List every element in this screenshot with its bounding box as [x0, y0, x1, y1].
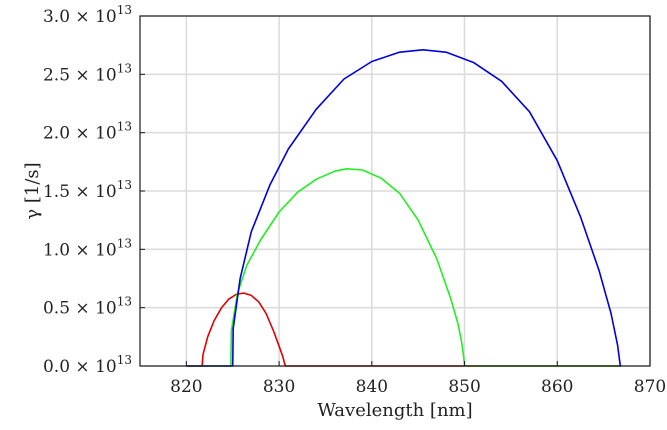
series-line-1 — [186, 292, 621, 367]
series-line-2 — [186, 168, 621, 367]
x-ticks: 820 830 840 850 860 870 — [170, 361, 666, 397]
x-tick-label: 830 — [263, 377, 295, 397]
x-tick-label: 840 — [356, 377, 388, 397]
y-ticks: 0.0 × 1013 0.5 × 1013 1.0 × 1013 1.5 × 1013… — [43, 3, 145, 377]
y-tick-label: 2.0 × 1013 — [43, 120, 132, 144]
x-axis-label: Wavelength [nm] — [317, 400, 472, 421]
grid — [140, 15, 651, 367]
y-tick-label: 1.5 × 1013 — [43, 178, 132, 202]
y-tick-label: 3.0 × 1013 — [43, 3, 132, 27]
x-tick-label: 820 — [170, 377, 202, 397]
series-group — [186, 49, 622, 367]
x-tick-label: 870 — [634, 377, 666, 397]
x-tick-label: 850 — [448, 377, 480, 397]
y-tick-label: 2.5 × 1013 — [43, 61, 132, 85]
y-tick-label: 0.0 × 1013 — [43, 353, 132, 377]
y-tick-label: 1.0 × 1013 — [43, 236, 132, 260]
series-line-3 — [186, 49, 622, 367]
x-tick-label: 860 — [541, 377, 573, 397]
y-axis-label: γ [1/s] — [22, 162, 43, 219]
y-tick-label: 0.5 × 1013 — [43, 295, 132, 319]
